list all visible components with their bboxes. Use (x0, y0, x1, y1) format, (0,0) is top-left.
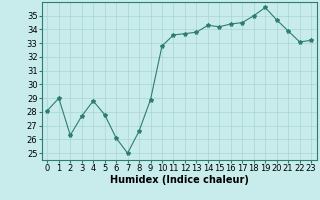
X-axis label: Humidex (Indice chaleur): Humidex (Indice chaleur) (110, 175, 249, 185)
